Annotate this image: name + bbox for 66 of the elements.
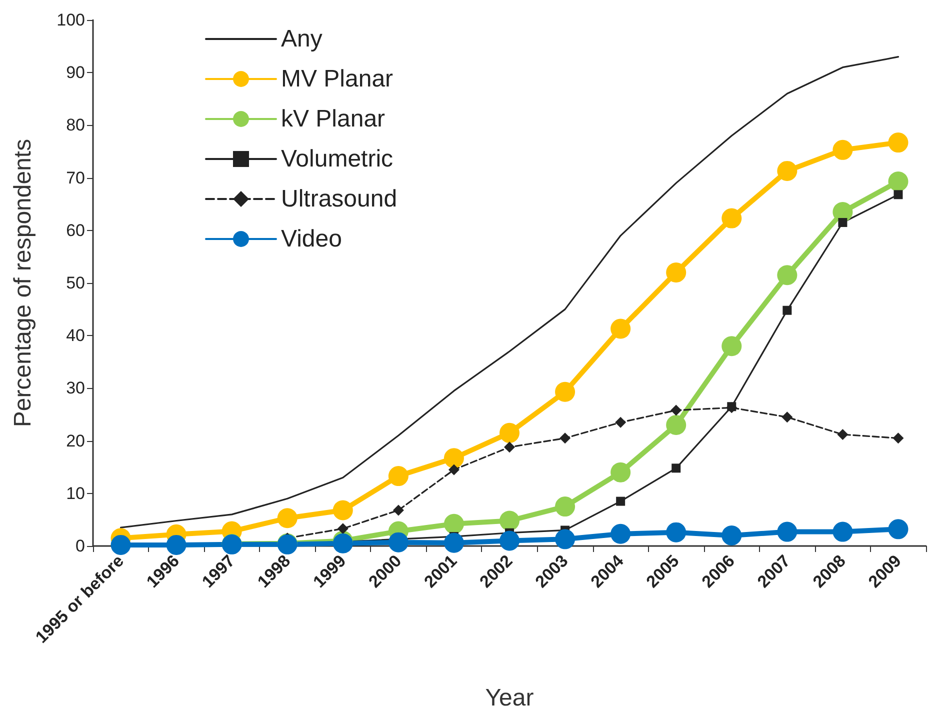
point [892,432,904,444]
point [610,524,631,544]
point [610,462,631,482]
point [388,532,408,552]
y-tick-label: 60 [66,220,85,240]
point [500,422,520,443]
y-tick-label: 90 [66,63,85,82]
legend-label: Volumetric [281,146,394,172]
point [337,523,348,534]
point [722,525,742,546]
y-tick-label: 50 [66,274,85,292]
point [504,442,515,453]
point [722,208,742,228]
point [777,160,798,181]
point [888,519,908,540]
point [110,534,131,555]
point [666,522,686,542]
legend-label: MV Planar [281,66,394,92]
point [555,496,576,517]
legend-label: Any [281,26,322,52]
y-axis-title: Percentage of respondents [10,138,36,428]
point [832,140,853,160]
point [277,508,298,528]
point [555,382,576,402]
point [888,171,908,192]
point [672,464,681,473]
point [782,306,792,315]
point [894,190,903,200]
point [838,218,848,228]
point [392,504,404,516]
y-tick-label: 20 [66,431,85,450]
point [837,428,848,440]
point [448,464,460,476]
point [444,448,464,468]
point [615,416,626,428]
y-tick-label: 100 [56,10,85,30]
point [777,265,798,286]
point [777,522,798,542]
y-tick-label: 30 [66,378,85,398]
point [444,532,464,553]
point [666,415,686,436]
point [560,432,571,444]
point [888,132,908,153]
y-tick-label: 40 [66,326,85,346]
point [782,412,793,423]
point [332,500,353,520]
point [610,318,631,339]
y-tick-label: 80 [66,116,85,135]
point [500,510,520,531]
point [616,496,626,506]
point [444,514,464,534]
y-tick-label: 0 [76,536,85,556]
point [555,529,576,550]
point [666,262,686,282]
point [500,530,520,551]
y-tick-label: 10 [66,484,85,503]
y-tick-label: 70 [66,168,85,188]
legend-label: Ultrasound [281,186,398,212]
legend-label: kV Planar [281,106,386,132]
point [670,404,682,416]
point [722,336,742,356]
x-axis-title: Year [485,684,534,712]
point [166,534,186,555]
point [832,522,853,542]
point [388,466,408,486]
legend-label: Video [281,226,342,252]
